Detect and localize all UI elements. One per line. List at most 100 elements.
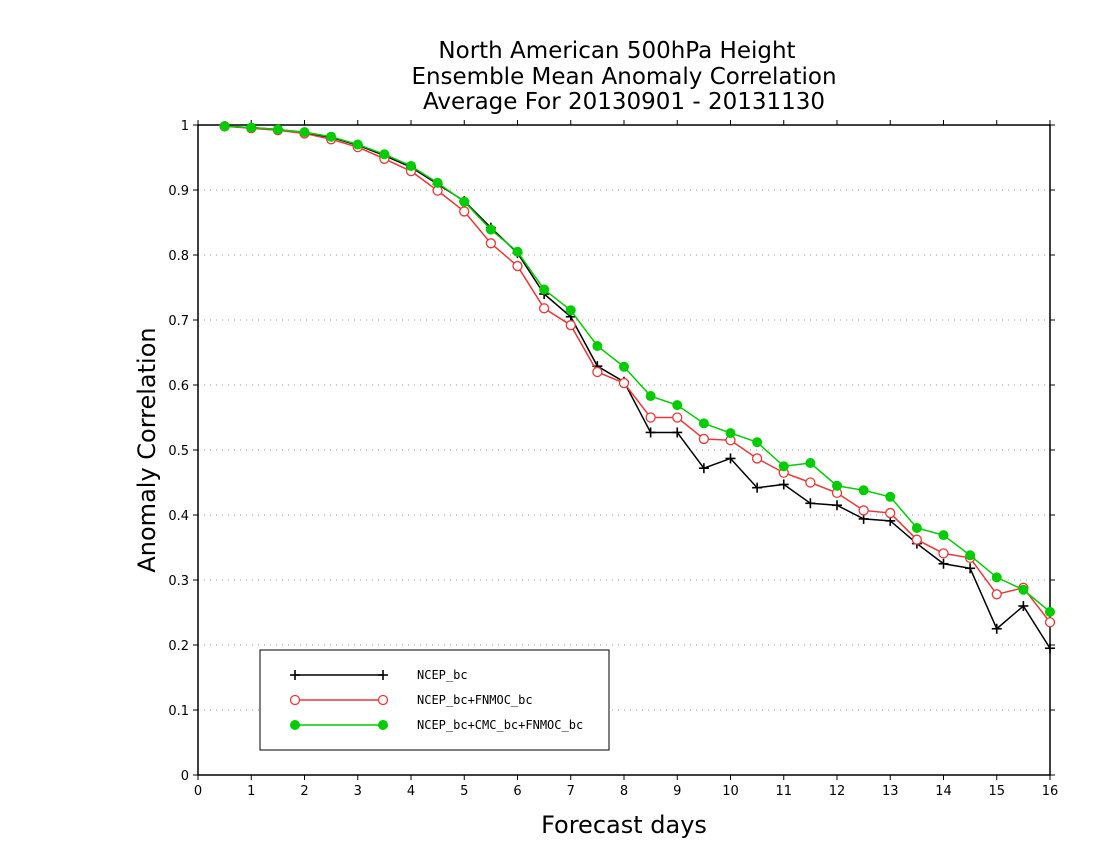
plus-marker	[805, 498, 816, 509]
chart-title-line-2: Ensemble Mean Anomaly Correlation	[411, 64, 836, 90]
x-tick-label: 1	[247, 784, 255, 799]
x-tick-label: 13	[882, 784, 899, 799]
filled-circle-marker	[645, 391, 656, 402]
plus-marker	[725, 453, 736, 464]
plus-marker	[991, 623, 1002, 634]
filled-circle-marker	[911, 523, 922, 533]
plus-marker	[965, 563, 976, 574]
filled-circle-marker	[1018, 584, 1029, 595]
open-circle-marker	[565, 320, 576, 331]
x-tick-label: 9	[673, 784, 681, 799]
x-tick-label: 5	[460, 784, 468, 799]
open-circle-marker	[991, 589, 1002, 600]
open-circle-marker	[698, 433, 710, 445]
filled-circle-marker	[592, 341, 603, 351]
series-line	[224, 125, 1051, 613]
filled-circle-marker	[698, 418, 709, 429]
filled-circle-marker	[1045, 606, 1055, 617]
x-tick-label: 8	[620, 784, 628, 799]
plus-marker	[645, 427, 656, 438]
y-tick-label: 0.4	[168, 509, 189, 524]
x-tick-label: 4	[407, 784, 415, 799]
filled-circle-marker	[485, 224, 496, 235]
y-tick-label: 0.9	[168, 184, 189, 199]
open-circle-marker	[672, 412, 683, 423]
filled-circle-marker	[246, 122, 257, 133]
plus-marker	[1018, 601, 1029, 611]
legend-label: NCEP_bc	[417, 668, 468, 682]
x-tick-label: 16	[1042, 784, 1059, 799]
open-circle-marker	[459, 206, 470, 217]
y-tick-label: 0.5	[168, 444, 189, 459]
plot-area	[219, 121, 1056, 654]
filled-circle-marker	[326, 131, 337, 142]
open-circle-marker	[618, 377, 630, 389]
filled-circle-marker	[619, 361, 629, 372]
legend-label: NCEP_bc+CMC_bc+FNMOC_bc	[417, 718, 583, 732]
series-line	[224, 125, 1051, 649]
filled-circle-marker	[539, 284, 550, 295]
plus-marker	[938, 558, 949, 569]
legend-item-0: NCEP_bc	[290, 668, 468, 682]
filled-circle-marker	[406, 160, 416, 171]
filled-circle-marker	[672, 400, 683, 411]
y-tick-label: 0.7	[168, 314, 189, 329]
open-circle-marker	[938, 548, 949, 559]
filled-circle-marker	[885, 491, 896, 502]
filled-circle-marker	[378, 720, 388, 730]
filled-circle-marker	[938, 530, 949, 541]
filled-circle-marker	[299, 127, 310, 138]
legend-item-2: NCEP_bc+CMC_bc+FNMOC_bc	[290, 718, 583, 732]
open-circle-marker	[885, 507, 896, 519]
y-axis-title: Anomaly Correlation	[133, 327, 161, 572]
chart-title-line-1: North American 500hPa Height	[438, 38, 795, 64]
y-tick-label: 0.1	[168, 704, 189, 719]
open-circle-marker	[485, 238, 497, 249]
series-1	[219, 121, 1056, 628]
grid	[198, 189, 1050, 711]
x-tick-label: 12	[829, 784, 846, 799]
y-tick-label: 0	[181, 769, 189, 784]
plus-marker	[752, 482, 763, 493]
plus-marker	[832, 500, 842, 511]
legend-item-1: NCEP_bc+FNMOC_bc	[289, 693, 533, 707]
filled-circle-marker	[565, 305, 576, 316]
filled-circle-marker	[725, 428, 736, 439]
series-line	[224, 125, 1051, 623]
plus-marker	[778, 479, 789, 490]
filled-circle-marker	[778, 461, 789, 472]
y-tick-label: 0.8	[168, 249, 189, 264]
x-tick-label: 0	[194, 784, 202, 799]
x-tick-label: 3	[354, 784, 362, 799]
plus-marker	[378, 670, 388, 680]
open-circle-marker	[911, 534, 923, 545]
x-tick-label: 10	[722, 784, 739, 799]
open-circle-marker	[645, 412, 656, 423]
open-circle-marker	[377, 694, 389, 706]
chart-title-line-3: Average For 20130901 - 20131130	[423, 89, 825, 115]
x-tick-label: 14	[935, 784, 952, 799]
y-tick-label: 1	[181, 119, 189, 134]
x-tick-label: 6	[513, 784, 521, 799]
plot-frame	[197, 124, 1051, 776]
open-circle-marker	[858, 505, 869, 516]
filled-circle-marker	[272, 124, 283, 135]
filled-circle-marker	[991, 572, 1002, 583]
x-tick-label: 15	[988, 784, 1005, 799]
plus-marker	[1045, 643, 1055, 654]
open-circle-marker	[751, 453, 763, 464]
filled-circle-marker	[752, 437, 763, 448]
series-0	[219, 121, 1055, 654]
filled-circle-marker	[352, 139, 363, 150]
y-tick-label: 0.6	[168, 379, 189, 394]
open-circle-marker	[512, 260, 523, 272]
filled-circle-marker	[459, 196, 470, 207]
filled-circle-marker	[432, 177, 443, 188]
plus-marker	[672, 427, 683, 438]
plus-marker	[290, 670, 300, 680]
filled-circle-marker	[965, 550, 976, 561]
x-axis-title: Forecast days	[541, 811, 707, 839]
filled-circle-marker	[512, 246, 523, 257]
filled-circle-marker	[379, 149, 390, 160]
